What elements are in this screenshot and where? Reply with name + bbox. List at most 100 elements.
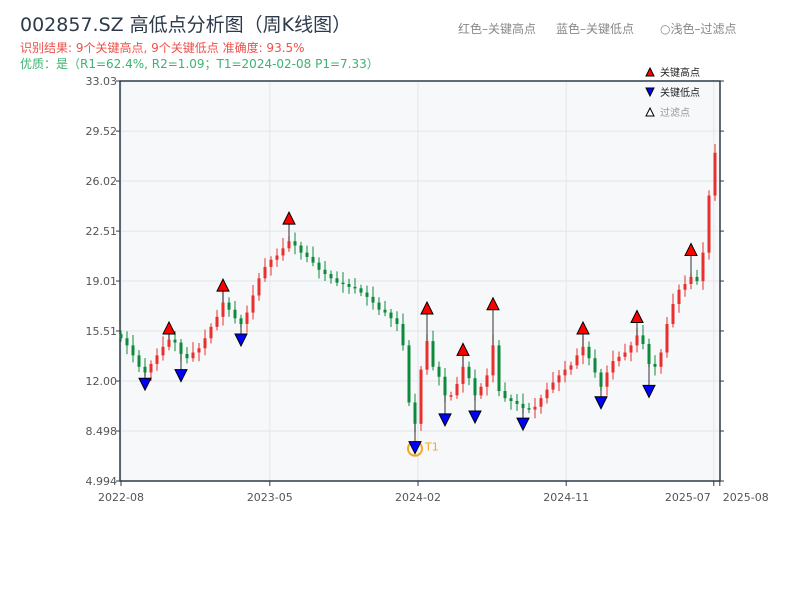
- x-tick-label: 2022-08: [98, 491, 144, 504]
- hint-blue: 蓝色–关键低点: [556, 22, 635, 36]
- candle-body: [125, 338, 129, 346]
- candle-body: [671, 303, 675, 324]
- quality-summary: 优质：是（R1=62.4%, R2=1.09；T1=2024-02-08 P1=…: [20, 57, 379, 71]
- candle-body: [203, 338, 207, 349]
- candle-body: [413, 402, 417, 424]
- candle-body: [587, 346, 591, 359]
- key-high-marker: [282, 210, 296, 225]
- key-low-marker: [642, 384, 656, 399]
- key-high-marker: [684, 242, 698, 256]
- candle-body: [521, 403, 525, 409]
- x-tick-label: 2025-07: [665, 491, 711, 504]
- candle-body: [635, 335, 639, 346]
- candle-body: [437, 366, 441, 377]
- candle-body: [479, 386, 483, 396]
- candle-body: [665, 323, 669, 353]
- candle-body: [317, 262, 321, 270]
- y-tick-label: 19.01: [86, 275, 118, 288]
- key-low-marker: [174, 369, 188, 383]
- x-tick-label: 2024-11: [543, 491, 589, 504]
- candle-body: [431, 341, 435, 367]
- candle-body: [485, 375, 489, 387]
- candle-body: [155, 355, 159, 364]
- legend-marker: [645, 66, 655, 77]
- candle-body: [659, 352, 663, 367]
- candle-body: [143, 366, 147, 373]
- candle-body: [515, 401, 519, 404]
- key-high-marker: [420, 300, 434, 315]
- legend-label: 过滤点: [660, 106, 690, 119]
- hint-red: 红色–关键高点: [458, 22, 537, 36]
- candle-body: [209, 326, 213, 339]
- candle-body: [389, 312, 393, 319]
- candle-body: [641, 335, 645, 344]
- candle-body: [611, 361, 615, 373]
- candle-body: [629, 345, 633, 353]
- key-low-marker: [594, 396, 608, 410]
- candle-body: [593, 358, 597, 373]
- candle-body: [527, 408, 531, 410]
- candle-body: [197, 348, 201, 353]
- candle-body: [557, 375, 561, 383]
- chart-title: 002857.SZ 高低点分析图（周K线图）: [20, 14, 352, 36]
- candle-body: [359, 288, 363, 293]
- candle-body: [443, 376, 447, 396]
- candle-body: [419, 369, 423, 424]
- candle-body: [563, 369, 567, 376]
- candle-body: [461, 366, 465, 384]
- candle-body: [347, 284, 351, 287]
- key-high-marker: [486, 296, 500, 311]
- candle-body: [341, 282, 345, 285]
- candle-body: [581, 346, 585, 356]
- key-high-marker: [630, 309, 644, 324]
- candle-body: [287, 241, 291, 249]
- candle-body: [365, 292, 369, 297]
- y-tick-label: 4.994: [86, 475, 118, 488]
- candle-body: [191, 352, 195, 359]
- candle-body: [323, 269, 327, 275]
- y-tick-label: 29.52: [86, 125, 118, 138]
- candle-body: [257, 278, 261, 296]
- candle-body: [173, 339, 177, 343]
- y-tick-label: 15.51: [86, 325, 118, 338]
- candle-body: [329, 274, 333, 279]
- candle-body: [299, 245, 303, 253]
- candle-body: [119, 333, 123, 339]
- key-low-marker: [438, 413, 452, 427]
- candle-body: [695, 276, 699, 282]
- candle-body: [245, 312, 249, 324]
- x-tick-label: 2024-02: [395, 491, 441, 504]
- candle-body: [617, 356, 621, 362]
- candle-body: [239, 318, 243, 324]
- candle-body: [353, 286, 357, 289]
- candle-body: [539, 398, 543, 407]
- candle-body: [407, 345, 411, 403]
- key-low-marker: [468, 410, 482, 425]
- candle-body: [227, 302, 231, 310]
- candle-body: [275, 255, 279, 260]
- candle-body: [575, 355, 579, 366]
- x-tick-label: 2025-08: [723, 491, 769, 504]
- candle-body: [221, 302, 225, 317]
- plot-frame: [119, 80, 721, 482]
- candle-body: [233, 309, 237, 319]
- candle-body: [179, 342, 183, 354]
- candle-body: [383, 309, 387, 313]
- candle-body: [551, 382, 555, 390]
- y-tick-label: 26.02: [86, 175, 118, 188]
- candle-body: [455, 383, 459, 396]
- candle-body: [305, 252, 309, 257]
- candle-body: [653, 363, 657, 367]
- candle-body: [281, 248, 285, 256]
- legend-label: 关键低点: [660, 86, 700, 99]
- candle-body: [599, 372, 603, 387]
- candle-body: [395, 318, 399, 324]
- candle-body: [401, 323, 405, 346]
- result-summary: 识别结果: 9个关键高点, 9个关键低点 准确度: 93.5%: [20, 41, 305, 55]
- key-low-marker: [234, 333, 248, 348]
- candle-body: [701, 252, 705, 282]
- legend-label: 关键高点: [660, 66, 700, 79]
- candle-body: [677, 289, 681, 304]
- candle-body: [503, 391, 507, 399]
